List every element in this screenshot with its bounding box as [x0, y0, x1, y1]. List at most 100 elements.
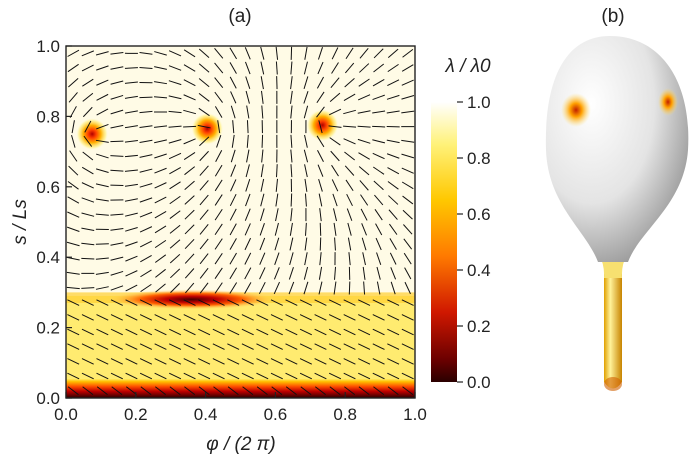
director-segment	[259, 237, 266, 251]
director-segment	[96, 358, 109, 365]
y-axis-label: s / Ls	[10, 199, 31, 245]
director-segment	[229, 76, 237, 89]
director-segment	[402, 209, 413, 220]
director-segment	[214, 48, 224, 59]
director-segment	[285, 343, 298, 350]
director-segment	[168, 343, 182, 350]
director-segment	[184, 209, 195, 220]
colorbar-tick-label: 0.6	[467, 205, 491, 224]
director-segment	[68, 92, 78, 103]
director-segment	[246, 134, 249, 148]
director-segment	[241, 314, 254, 321]
director-segment	[198, 314, 211, 321]
director-segment	[358, 328, 371, 336]
director-segment	[358, 299, 371, 306]
colorbar-tick-label: 1.0	[467, 93, 491, 112]
director-segment	[260, 61, 265, 75]
director-segment	[314, 372, 327, 380]
director-segment	[256, 343, 269, 350]
director-segment	[216, 135, 222, 148]
director-segment	[95, 139, 109, 143]
director-segment	[67, 49, 80, 57]
director-segment	[81, 64, 94, 72]
director-segment	[96, 299, 109, 306]
director-segment	[183, 358, 196, 365]
director-segment	[387, 314, 400, 321]
director-segment	[343, 372, 356, 380]
director-segment	[372, 343, 385, 350]
director-segment	[81, 212, 95, 217]
director-segment	[401, 372, 414, 380]
director-segment	[343, 93, 356, 102]
director-segment	[374, 209, 383, 221]
director-segment	[110, 94, 124, 100]
director-segment	[245, 76, 251, 89]
y-tick-label: 0.2	[36, 319, 60, 338]
director-segment	[96, 79, 109, 86]
director-segment	[199, 136, 210, 147]
director-segment	[328, 314, 342, 321]
director-segment	[71, 134, 76, 148]
director-segment	[357, 125, 371, 128]
director-segment	[387, 299, 400, 306]
director-segment	[82, 92, 94, 102]
director-segment	[244, 237, 252, 251]
director-segment	[96, 123, 109, 130]
director-segment	[244, 252, 252, 265]
director-segment	[373, 63, 385, 73]
director-segment	[256, 386, 268, 395]
director-segment	[68, 78, 79, 88]
director-segment	[358, 152, 370, 160]
director-segment	[260, 76, 264, 90]
director-segment	[199, 238, 209, 250]
director-segment	[67, 358, 80, 365]
director-segment	[343, 314, 356, 321]
director-segment	[198, 78, 210, 88]
stem-tip-spot	[604, 377, 622, 391]
director-segment	[230, 91, 237, 104]
director-segment	[125, 358, 138, 365]
director-segment	[183, 49, 196, 58]
panel-b-label: (b)	[601, 6, 624, 27]
director-segment	[358, 358, 371, 365]
director-segment	[358, 314, 371, 321]
director-segment	[110, 328, 123, 336]
director-segment	[334, 266, 337, 280]
director-segment	[360, 194, 369, 206]
director-segment	[212, 343, 225, 350]
director-segment	[183, 125, 197, 128]
director-segment	[404, 267, 412, 280]
director-segment	[183, 138, 196, 145]
y-tick-label: 0.6	[36, 178, 60, 197]
director-segment	[183, 79, 196, 87]
director-segment	[95, 183, 109, 188]
director-segment	[95, 168, 109, 173]
director-segment	[95, 198, 109, 202]
director-segment	[285, 358, 298, 365]
director-segment	[154, 125, 168, 128]
director-segment	[317, 47, 323, 60]
director-segment	[372, 125, 386, 128]
director-segment	[154, 81, 168, 85]
director-segment	[67, 386, 79, 395]
director-segment	[139, 343, 153, 350]
colorbar: λ / λ0 0.0 0.2 0.4 0.6 0.8 1.0	[431, 56, 491, 392]
director-segment	[96, 314, 109, 321]
colorbar-tick-label: 0.2	[467, 317, 491, 336]
director-segment	[318, 266, 323, 280]
director-segment	[402, 49, 414, 58]
director-segment	[319, 252, 322, 266]
director-segment	[81, 343, 94, 350]
x-axis: 0.0 0.2 0.4 0.6 0.8 1.0	[54, 392, 427, 424]
director-segment	[110, 227, 124, 231]
director-segment	[256, 299, 269, 306]
director-segment	[184, 224, 195, 235]
director-segment	[245, 164, 250, 178]
director-segment	[402, 195, 414, 205]
director-segment	[229, 208, 237, 221]
colorbar-tick-label: 0.4	[467, 261, 491, 280]
director-segment	[214, 194, 223, 206]
director-segment	[199, 267, 209, 279]
director-segment	[154, 51, 167, 56]
director-segment	[184, 238, 195, 250]
